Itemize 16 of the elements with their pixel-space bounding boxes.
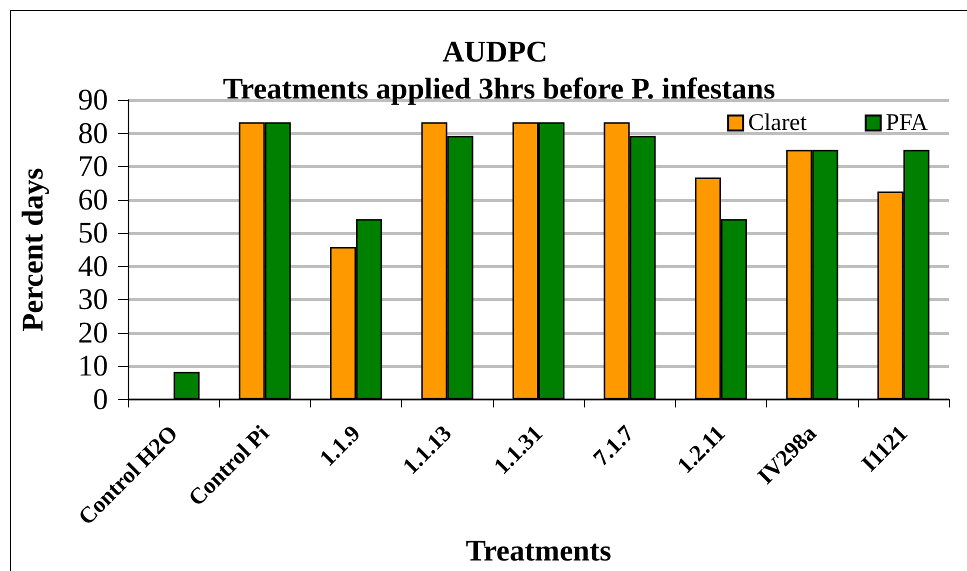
legend-label: Claret: [748, 110, 808, 136]
legend-label: PFA: [886, 110, 929, 136]
y-axis-title: Percent days: [16, 168, 50, 332]
chart-subtitle: Treatments applied 3hrs before P. infestans: [222, 72, 776, 106]
y-tick-label: 30: [78, 283, 108, 316]
y-tick-label: 70: [78, 150, 108, 184]
y-tick-label: 40: [78, 250, 108, 283]
y-tick-label: 20: [78, 316, 108, 350]
x-axis-title: Treatments: [466, 534, 612, 568]
y-tick-label: 50: [78, 216, 108, 250]
y-tick-label: 0: [93, 382, 108, 416]
y-tick-label: 80: [78, 116, 108, 150]
y-tick-label: 60: [78, 183, 108, 216]
y-tick-label: 10: [78, 350, 108, 383]
chart-title: AUDPC: [442, 36, 548, 68]
y-tick-label: 90: [78, 84, 108, 116]
